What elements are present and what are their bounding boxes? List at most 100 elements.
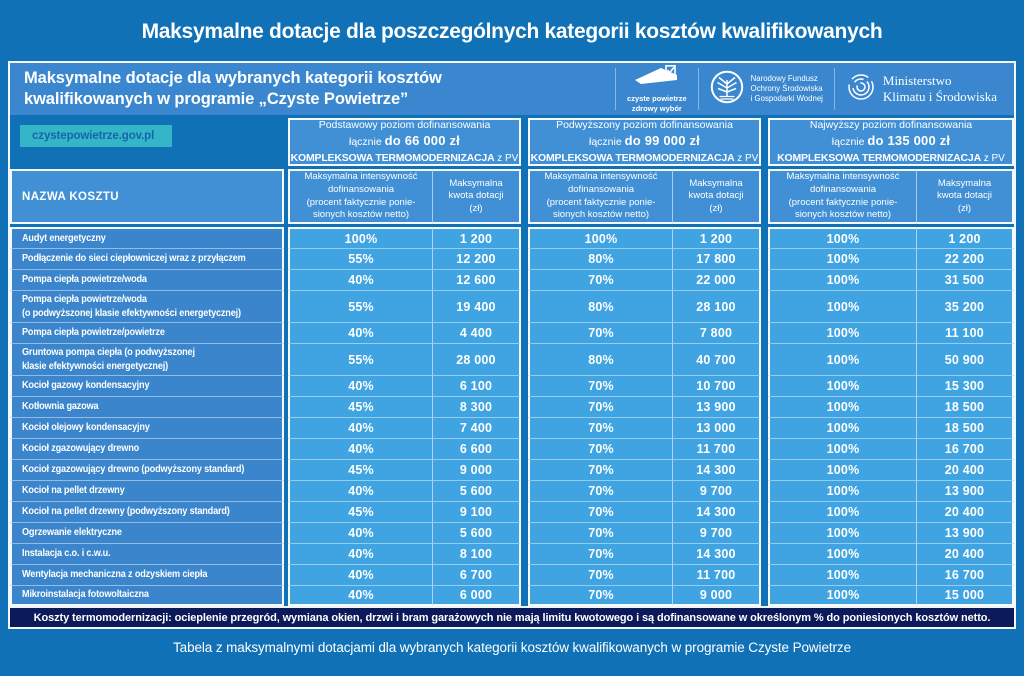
cost-name-cell: Kocioł zgazowujący drewno [10,438,284,459]
intensity-cell: 100% [288,227,433,248]
column-header-amount-3: Maksymalna kwota dotacji (zł) [917,169,1014,224]
panel-title-line1: Maksymalne dotacje dla wybranych kategor… [24,69,442,88]
intensity-cell: 40% [288,375,433,396]
ministry-logo: Ministerstwo Klimatu i Środowiska [833,68,1008,110]
intensity-cell: 70% [528,564,673,585]
intensity-cell: 70% [528,501,673,522]
intensity-cell: 45% [288,501,433,522]
website-badge-wrap: czystepowietrze.gov.pl [10,118,284,166]
amount-cell: 6 700 [433,564,521,585]
amount-cell: 6 000 [433,585,521,606]
intensity-cell: 40% [288,522,433,543]
amount-cell: 7 400 [433,417,521,438]
cost-name-cell: Podłączenie do sieci ciepłowniczej wraz … [10,248,284,269]
fingerprint-icon [846,72,876,107]
amount-cell: 35 200 [917,290,1014,322]
amount-cell: 17 800 [673,248,761,269]
logos: czyste powietrze zdrowy wybór Narodowy F… [615,63,1008,115]
intensity-cell: 70% [528,269,673,290]
panel-title-line2: kwalifikowanych w programie „Czyste Powi… [24,90,409,108]
intensity-cell: 100% [528,227,673,248]
website-badge[interactable]: czystepowietrze.gov.pl [20,125,173,147]
amount-cell: 5 600 [433,522,521,543]
intensity-cell: 55% [288,343,433,375]
intensity-cell: 100% [768,564,917,585]
intensity-cell: 100% [768,248,917,269]
intensity-cell: 70% [528,459,673,480]
amount-cell: 8 100 [433,543,521,564]
amount-cell: 12 200 [433,248,521,269]
amount-cell: 13 900 [917,480,1014,501]
intensity-cell: 100% [768,343,917,375]
amount-cell: 9 700 [673,480,761,501]
amount-cell: 50 900 [917,343,1014,375]
amount-cell: 16 700 [917,438,1014,459]
house-check-icon [634,65,680,92]
amount-cell: 1 200 [433,227,521,248]
column-header-intensity-3: Maksymalna intensywność dofinansowania (… [768,169,917,224]
intensity-cell: 100% [768,438,917,459]
intensity-cell: 45% [288,459,433,480]
intensity-cell: 70% [528,522,673,543]
amount-cell: 6 100 [433,375,521,396]
ministry-logo-text: Ministerstwo Klimatu i Środowiska [882,73,997,104]
amount-cell: 28 000 [433,343,521,375]
amount-cell: 14 300 [673,501,761,522]
amount-cell: 13 900 [917,522,1014,543]
page-title: Maksymalne dotacje dla poszczególnych ka… [141,20,883,43]
intensity-cell: 55% [288,290,433,322]
cost-name-cell: Gruntowa pompa ciepła (o podwyższonej kla… [10,343,284,375]
intensity-cell: 100% [768,290,917,322]
intensity-cell: 100% [768,396,917,417]
amount-cell: 11 700 [673,438,761,459]
intensity-cell: 70% [528,480,673,501]
cost-name-cell: Instalacja c.o. i c.w.u. [10,543,284,564]
amount-cell: 13 900 [673,396,761,417]
amount-cell: 9 000 [433,459,521,480]
intensity-cell: 40% [288,543,433,564]
czyste-powietrze-logo: czyste powietrze zdrowy wybór [615,65,698,113]
intensity-cell: 100% [768,375,917,396]
cost-name-cell: Kotłownia gazowa [10,396,284,417]
cost-name-cell: Kocioł zgazowujący drewno (podwyższony s… [10,459,284,480]
footnote: Koszty termomodernizacji: ocieplenie prz… [10,606,1014,627]
column-header-amount-2: Maksymalna kwota dotacji (zł) [673,169,761,224]
amount-cell: 20 400 [917,501,1014,522]
amount-cell: 9 100 [433,501,521,522]
group-header-basic: Podstawowy poziom dofinansowania łącznie… [288,118,521,166]
amount-cell: 9 000 [673,585,761,606]
intensity-cell: 80% [528,343,673,375]
amount-cell: 22 200 [917,248,1014,269]
amount-cell: 4 400 [433,322,521,343]
column-header-cost-name: NAZWA KOSZTU [10,169,284,224]
column-header-amount-1: Maksymalna kwota dotacji (zł) [433,169,521,224]
amount-cell: 19 400 [433,290,521,322]
intensity-cell: 100% [768,480,917,501]
cost-name-cell: Wentylacja mechaniczna z odzyskiem ciepł… [10,564,284,585]
intensity-cell: 100% [768,585,917,606]
intensity-cell: 100% [768,227,917,248]
cost-name-cell: Kocioł na pellet drzewny (podwyższony st… [10,501,284,522]
intensity-cell: 70% [528,417,673,438]
intensity-cell: 70% [528,438,673,459]
amount-cell: 20 400 [917,459,1014,480]
nfosigw-logo-text: Narodowy Fundusz Ochrony Środowiska i Go… [750,73,823,104]
column-header-intensity-2: Maksymalna intensywność dofinansowania (… [528,169,673,224]
intensity-cell: 100% [768,459,917,480]
intensity-cell: 70% [528,585,673,606]
amount-cell: 7 800 [673,322,761,343]
amount-cell: 8 300 [433,396,521,417]
intensity-cell: 100% [768,269,917,290]
intensity-cell: 80% [528,290,673,322]
cost-name-cell: Kocioł olejowy kondensacyjny [10,417,284,438]
amount-cell: 20 400 [917,543,1014,564]
amount-cell: 6 600 [433,438,521,459]
amount-cell: 14 300 [673,543,761,564]
intensity-cell: 100% [768,522,917,543]
amount-cell: 9 700 [673,522,761,543]
intensity-cell: 40% [288,480,433,501]
amount-cell: 11 100 [917,322,1014,343]
panel-header: Maksymalne dotacje dla wybranych kategor… [10,63,1014,115]
intensity-cell: 70% [528,375,673,396]
